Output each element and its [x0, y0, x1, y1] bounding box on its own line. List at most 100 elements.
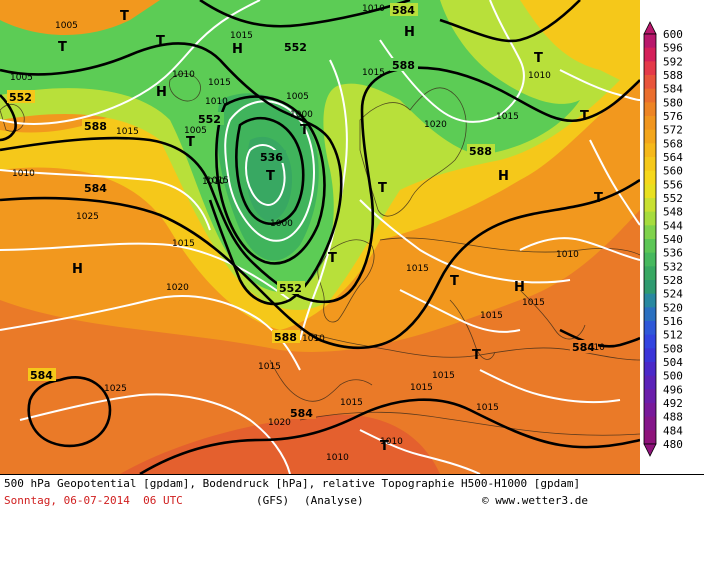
legend-color-swatch — [644, 280, 656, 295]
legend-tick-label: 512 — [663, 329, 683, 342]
legend-tick-label: 588 — [663, 69, 683, 82]
isobar-label: 1025 — [76, 212, 99, 222]
high-pressure-marker: H — [514, 280, 525, 295]
legend-color-swatch — [644, 211, 656, 226]
gp-label: 588 — [392, 59, 415, 72]
legend-upper-arrow — [643, 21, 657, 35]
legend-color-swatch — [644, 266, 656, 281]
gp-label: 552 — [198, 113, 221, 126]
isobar-label: 1005 — [184, 126, 207, 136]
caption-meta: Sonntag, 06-07-2014 06 UTC (GFS) (Analys… — [4, 494, 588, 572]
legend-color-swatch — [644, 47, 656, 62]
legend-color-swatch — [644, 403, 656, 418]
isobar-label: 1015 — [116, 127, 139, 137]
gp-label: 584 — [84, 182, 107, 195]
high-pressure-marker: H — [232, 42, 243, 57]
legend-tick-label: 524 — [663, 288, 683, 301]
gp-label: 584 — [572, 341, 595, 354]
low-pressure-marker: T — [120, 9, 129, 24]
low-pressure-marker: T — [58, 40, 67, 55]
legend-tick-label: 500 — [663, 370, 683, 383]
legend-color-swatch — [644, 348, 656, 363]
low-pressure-marker: T — [534, 51, 543, 66]
legend-tick-label: 568 — [663, 137, 683, 150]
geopotential-lines — [0, 0, 640, 474]
legend-color-swatch — [644, 239, 656, 254]
legend-color-swatch — [644, 170, 656, 185]
high-pressure-marker: H — [404, 25, 415, 40]
legend-tick-label: 520 — [663, 301, 683, 314]
isobar-label: 1015 — [172, 239, 195, 249]
legend-color-swatch — [644, 252, 656, 267]
legend-tick-label: 516 — [663, 315, 683, 328]
legend-tick-label: 572 — [663, 124, 683, 137]
high-pressure-marker: H — [156, 85, 167, 100]
analysis-label: (Analyse) — [304, 494, 364, 507]
low-pressure-marker: T — [378, 181, 387, 196]
color-scale-legend: 6005965925885845805765725685645605565525… — [640, 0, 704, 474]
gp-label: 588 — [274, 331, 297, 344]
high-pressure-marker: H — [72, 262, 83, 277]
low-pressure-marker: T — [580, 109, 589, 124]
low-pressure-marker: T — [380, 439, 389, 454]
legend-color-swatch — [644, 198, 656, 213]
legend-color-swatch — [644, 61, 656, 76]
legend-tick-label: 560 — [663, 165, 683, 178]
isobar-label: 1015 — [522, 298, 545, 308]
legend-color-swatch — [644, 184, 656, 199]
isobar-label: 1020 — [424, 120, 447, 130]
isobar-label: 1025 — [104, 384, 127, 394]
isobar-label: 1010 — [556, 250, 579, 260]
legend-tick-label: 544 — [663, 219, 683, 232]
valid-date: Sonntag, 06-07-2014 06 UTC — [4, 494, 183, 507]
legend-tick-label: 496 — [663, 383, 683, 396]
legend-color-swatch — [644, 375, 656, 390]
relative-topography-fill-576 — [0, 210, 640, 474]
model-name: (GFS) — [256, 494, 290, 507]
legend-tick-label: 540 — [663, 233, 683, 246]
legend-tick-label: 504 — [663, 356, 683, 369]
legend-tick-label: 508 — [663, 342, 683, 355]
isobar-label: 1015 — [406, 264, 429, 274]
legend-tick-label: 600 — [663, 28, 683, 41]
legend-color-swatch — [644, 75, 656, 90]
isobar-label: 1015 — [258, 362, 281, 372]
legend-tick-label: 564 — [663, 151, 683, 164]
gp-label: 588 — [469, 145, 492, 158]
isobar-label: 1015 — [432, 371, 455, 381]
isobar-label: 1015 — [476, 403, 499, 413]
low-pressure-marker: T — [472, 348, 481, 363]
pressure-systems: T T T T T T T T T T T T T T H H H H H H — [58, 9, 603, 454]
legend-tick-label: 580 — [663, 96, 683, 109]
legend-tick-label: 596 — [663, 42, 683, 55]
map-caption: 500 hPa Geopotential [gpdam], Bodendruck… — [0, 474, 704, 513]
legend-color-swatch — [644, 157, 656, 172]
low-pressure-marker: T — [328, 251, 337, 266]
isobar-label: 1005 — [10, 73, 33, 83]
caption-title: 500 hPa Geopotential [gpdam], Bodendruck… — [4, 477, 581, 490]
isobar-label: 1010 — [302, 334, 325, 344]
isobar-label: 1000 — [290, 110, 313, 120]
high-pressure-marker: H — [498, 169, 509, 184]
gp-label: 584 — [290, 407, 313, 420]
legend-color-swatch — [644, 225, 656, 240]
legend-lower-arrow — [643, 443, 657, 457]
isobar-label: 1010 — [205, 97, 228, 107]
isobar-label: 1015 — [410, 383, 433, 393]
legend-color-swatch — [644, 88, 656, 103]
isobar-label: 1015 — [496, 112, 519, 122]
isobar-label: 1015 — [480, 311, 503, 321]
copyright-link[interactable]: © www.wetter3.de — [482, 494, 588, 507]
relative-topography-fill-580 — [120, 414, 440, 474]
gp-label: 552 — [284, 41, 307, 54]
legend-tick-label: 484 — [663, 424, 683, 437]
gp-label: 584 — [392, 4, 415, 17]
legend-color-swatch — [644, 143, 656, 158]
legend-color-swatch — [644, 334, 656, 349]
legend-tick-label: 488 — [663, 411, 683, 424]
legend-color-swatch — [644, 389, 656, 404]
low-pressure-marker: T — [186, 135, 195, 150]
low-pressure-marker: T — [156, 34, 165, 49]
low-pressure-marker: T — [450, 274, 459, 289]
legend-color-swatch — [644, 416, 656, 431]
